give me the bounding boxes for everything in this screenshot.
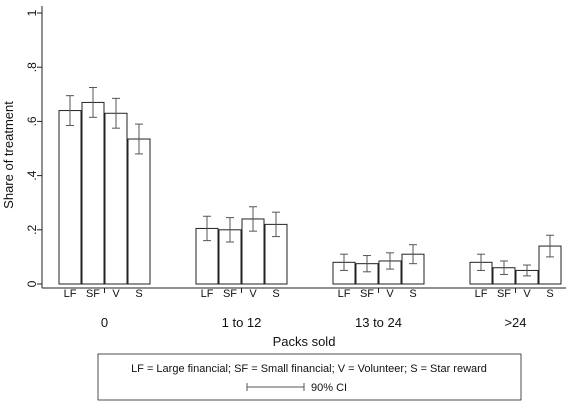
y-axis-label: Share of treatment [1, 101, 16, 209]
bar-LF [58, 110, 82, 285]
category-label: 13 to 24 [355, 315, 402, 330]
bar-label: LF [201, 288, 214, 300]
bar-label: SF [86, 288, 100, 300]
bar-S [127, 138, 151, 285]
bar-label: S [546, 288, 553, 300]
bar-label: V [523, 288, 531, 300]
y-tick-label: 0 [25, 280, 39, 287]
bar-label: S [272, 288, 279, 300]
bar-label: LF [64, 288, 77, 300]
legend-ci-symbol [246, 383, 305, 391]
plot-area: 0 .2 .4 .6 .8 1 LF SF V S 0 LF SF V S 1 to 12 LF SF V S 13 t… [25, 6, 566, 330]
legend-box [97, 353, 522, 401]
y-tick-label: 1 [25, 9, 39, 16]
y-tick-label: .6 [25, 116, 39, 126]
bar-label: SF [360, 288, 374, 300]
legend-text: LF = Large financial; SF = Small financi… [131, 363, 487, 375]
y-tick-label: .2 [25, 224, 39, 234]
bar-label: SF [223, 288, 237, 300]
bar-label: S [135, 288, 142, 300]
x-axis-label: Packs sold [273, 334, 336, 349]
y-tick-label: .4 [25, 170, 39, 180]
bar-label: V [112, 288, 120, 300]
legend-ci-label: 90% CI [311, 382, 347, 394]
bar-label: SF [497, 288, 511, 300]
category-label: 1 to 12 [222, 315, 262, 330]
bar-label: LF [475, 288, 488, 300]
bar-label: V [249, 288, 257, 300]
category-label: >24 [504, 315, 526, 330]
bar-label: LF [338, 288, 351, 300]
bar-label: V [386, 288, 394, 300]
bar-SF [81, 101, 105, 285]
category-label: 0 [101, 315, 108, 330]
y-tick-label: .8 [25, 62, 39, 72]
bar-label: S [409, 288, 416, 300]
legend: LF = Large financial; SF = Small financi… [97, 353, 522, 401]
bar-V [104, 112, 128, 285]
